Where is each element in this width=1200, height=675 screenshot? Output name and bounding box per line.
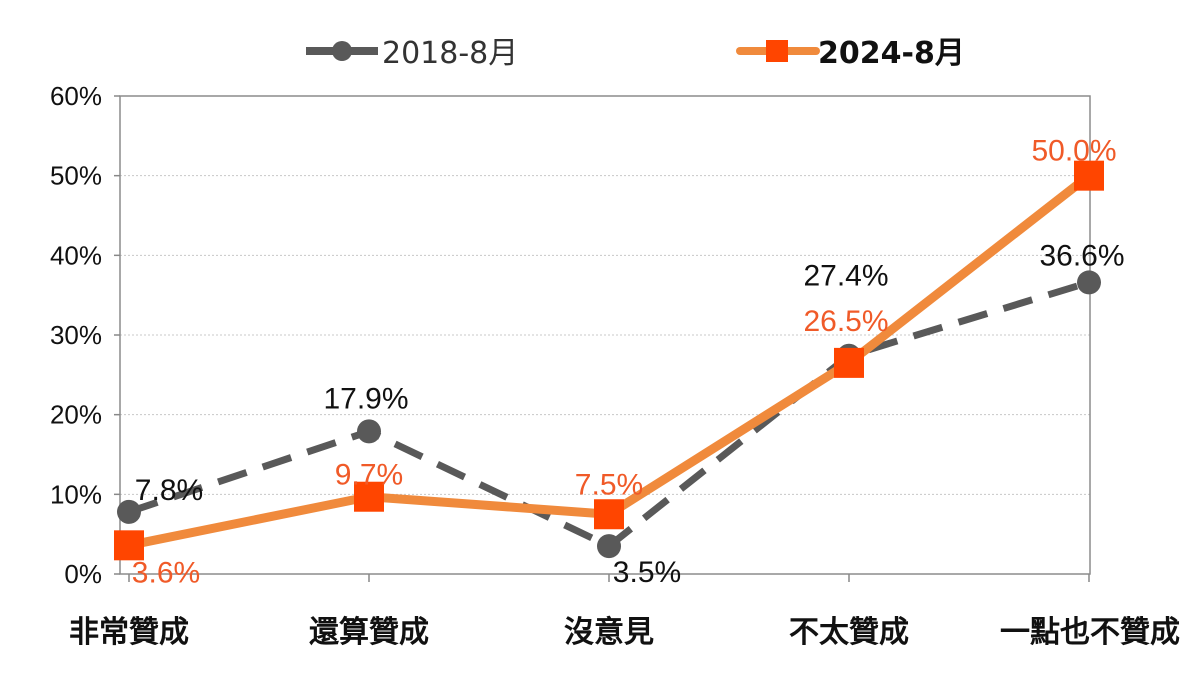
data-label-2018: 27.4% <box>803 260 888 293</box>
data-labels: 7.8% 17.9% 3.5% 27.4% 36.6% 3.6% 9.7% 7.5% 26.5%… <box>132 135 1125 590</box>
legend-marker-2018 <box>332 41 352 61</box>
y-tick-label: 60% <box>50 81 102 111</box>
marker-2018-circle <box>117 499 141 524</box>
marker-2024-square <box>354 481 384 512</box>
legend-label-2024: 2024-8月 <box>818 36 965 71</box>
data-label-2024: 3.6% <box>132 556 200 589</box>
marker-2018-circle <box>1077 270 1101 295</box>
data-label-2024: 50.0% <box>1031 135 1116 168</box>
marker-2024-square <box>594 499 624 530</box>
data-label-2024: 26.5% <box>803 305 888 338</box>
x-category-label: 還算贊成 <box>309 615 429 650</box>
x-axis-labels: 非常贊成 還算贊成 沒意見 不太贊成 一點也不贊成 <box>69 615 1180 650</box>
data-label-2024: 9.7% <box>335 459 403 492</box>
data-label-2018: 3.5% <box>613 556 681 589</box>
y-tick-label: 50% <box>50 161 102 191</box>
y-tick-label: 0% <box>64 559 102 589</box>
x-category-label: 一點也不贊成 <box>1000 615 1180 650</box>
marker-2024-square <box>834 347 864 378</box>
y-tick-label: 20% <box>50 400 102 430</box>
marker-2024-square <box>114 530 144 561</box>
data-label-2018: 36.6% <box>1039 239 1124 272</box>
y-axis-ticks: 0% 10% 20% 30% 40% 50% 60% <box>50 81 120 589</box>
marker-2024-square <box>1074 160 1104 191</box>
x-category-label: 非常贊成 <box>69 615 189 650</box>
x-category-label: 沒意見 <box>564 615 654 650</box>
data-label-2018: 7.8% <box>135 474 203 507</box>
series-markers <box>114 160 1104 561</box>
legend-label-2018: 2018-8月 <box>382 36 518 71</box>
gridlines <box>120 95 1090 495</box>
x-category-label: 不太贊成 <box>789 615 909 650</box>
y-tick-label: 40% <box>50 240 102 270</box>
data-label-2024: 7.5% <box>575 468 643 501</box>
legend-marker-2024 <box>766 40 788 62</box>
legend: 2018-8月 2024-8月 <box>306 36 965 71</box>
marker-2018-circle <box>357 419 381 444</box>
marker-2018-circle <box>597 534 621 559</box>
y-tick-label: 30% <box>50 320 102 350</box>
y-tick-label: 10% <box>50 479 102 509</box>
data-label-2018: 17.9% <box>323 382 408 415</box>
